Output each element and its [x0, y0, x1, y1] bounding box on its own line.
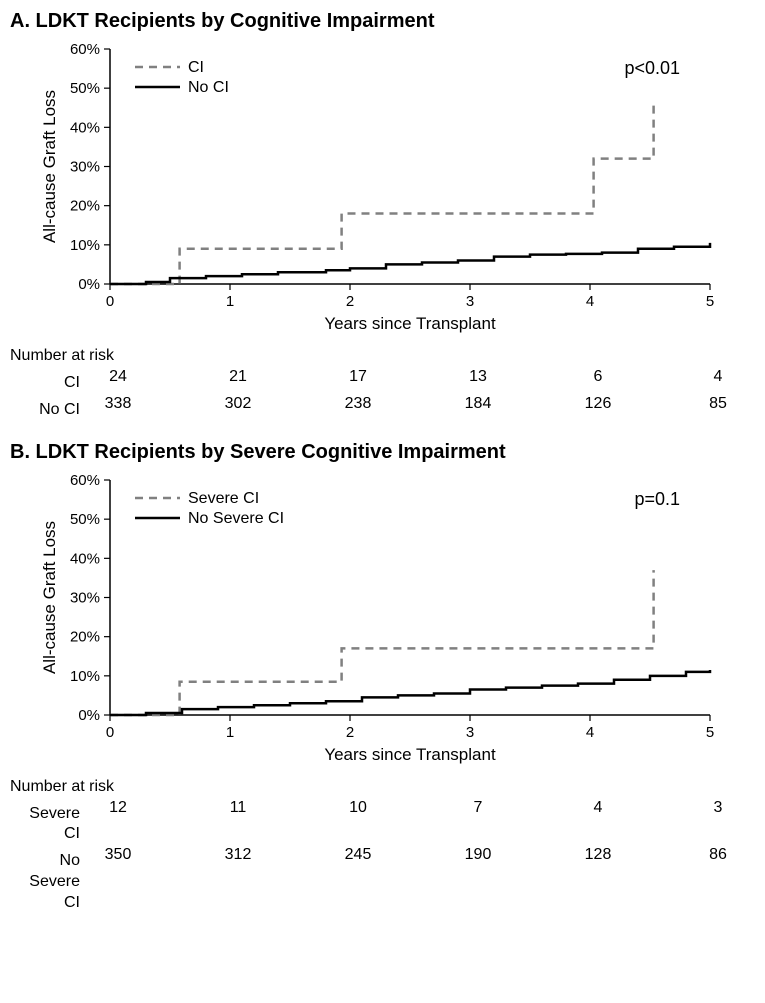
- risk-cell: 11: [213, 798, 263, 819]
- svg-text:2: 2: [346, 293, 354, 310]
- svg-text:60%: 60%: [70, 41, 100, 58]
- svg-text:20%: 20%: [70, 198, 100, 215]
- p-value: p=0.1: [634, 489, 680, 509]
- svg-text:40%: 40%: [70, 550, 100, 567]
- p-value: p<0.01: [624, 58, 680, 78]
- svg-text:0%: 0%: [78, 276, 100, 293]
- risk-cell: 4: [693, 367, 743, 388]
- risk-cell: 6: [573, 367, 623, 388]
- risk-row-label: CI: [10, 373, 88, 394]
- risk-row-label: No CI: [10, 400, 88, 421]
- svg-text:50%: 50%: [70, 511, 100, 528]
- svg-text:5: 5: [706, 293, 714, 310]
- svg-text:1: 1: [226, 724, 234, 741]
- risk-cell: 184: [453, 394, 503, 415]
- number-at-risk-table: Number at risk CI24 21 17 13 6 4 No CI338 302 238…: [10, 347, 755, 421]
- x-axis-label: Years since Transplant: [324, 745, 496, 764]
- svg-text:10%: 10%: [70, 667, 100, 684]
- panel-title: A. LDKT Recipients by Cognitive Impairme…: [10, 10, 755, 33]
- y-axis-label: All-cause Graft Loss: [40, 90, 59, 243]
- risk-row-label: Severe CI: [10, 804, 88, 846]
- svg-text:4: 4: [586, 724, 594, 741]
- risk-cell: 10: [333, 798, 383, 819]
- risk-cell: 128: [573, 845, 623, 866]
- risk-cell: 24: [93, 367, 143, 388]
- risk-cell: 21: [213, 367, 263, 388]
- svg-text:4: 4: [586, 293, 594, 310]
- svg-text:0%: 0%: [78, 707, 100, 724]
- risk-cell: 86: [693, 845, 743, 866]
- risk-row: No CI338 302 238 184 126 85: [10, 394, 755, 421]
- risk-table-title: Number at risk: [10, 347, 755, 365]
- km-curve: [110, 243, 710, 284]
- svg-text:20%: 20%: [70, 628, 100, 645]
- risk-row: CI24 21 17 13 6 4: [10, 367, 755, 394]
- svg-text:60%: 60%: [70, 472, 100, 489]
- km-chart: 0% 10% 20% 30% 40% 50% 60% 0 1 2 3 4 5 All-cause Graf…: [30, 39, 730, 339]
- number-at-risk-table: Number at risk Severe CI12 11 10 7 4 3 No Sever…: [10, 778, 755, 914]
- y-axis-label: All-cause Graft Loss: [40, 521, 59, 674]
- svg-text:50%: 50%: [70, 80, 100, 97]
- km-curve: [110, 670, 710, 715]
- risk-cell: 85: [693, 394, 743, 415]
- risk-cell: 7: [453, 798, 503, 819]
- risk-cell: 338: [93, 394, 143, 415]
- svg-text:0: 0: [106, 724, 114, 741]
- svg-text:3: 3: [466, 724, 474, 741]
- svg-text:10%: 10%: [70, 237, 100, 254]
- risk-cell: 245: [333, 845, 383, 866]
- km-chart: 0% 10% 20% 30% 40% 50% 60% 0 1 2 3 4 5 All-cause Graf…: [30, 470, 730, 770]
- chart-wrap: 0% 10% 20% 30% 40% 50% 60% 0 1 2 3 4 5 All-cause Graf…: [30, 39, 730, 339]
- svg-text:3: 3: [466, 293, 474, 310]
- km-curve: [110, 570, 654, 715]
- panel-a: A. LDKT Recipients by Cognitive Impairme…: [10, 10, 755, 421]
- risk-row: Severe CI12 11 10 7 4 3: [10, 798, 755, 846]
- risk-row-label: No Severe CI: [10, 851, 88, 913]
- svg-text:30%: 30%: [70, 589, 100, 606]
- legend-label: No CI: [188, 79, 229, 96]
- x-axis-label: Years since Transplant: [324, 314, 496, 333]
- risk-cell: 238: [333, 394, 383, 415]
- risk-cell: 312: [213, 845, 263, 866]
- risk-cell: 4: [573, 798, 623, 819]
- panel-title: B. LDKT Recipients by Severe Cognitive I…: [10, 441, 755, 464]
- svg-text:5: 5: [706, 724, 714, 741]
- legend-label: CI: [188, 59, 204, 76]
- risk-row: No Severe CI350 312 245 190 128 86: [10, 845, 755, 913]
- legend-label: Severe CI: [188, 490, 259, 507]
- svg-text:0: 0: [106, 293, 114, 310]
- km-curve: [110, 104, 654, 284]
- svg-text:40%: 40%: [70, 119, 100, 136]
- risk-cell: 302: [213, 394, 263, 415]
- risk-cell: 126: [573, 394, 623, 415]
- risk-table-title: Number at risk: [10, 778, 755, 796]
- legend-label: No Severe CI: [188, 510, 284, 527]
- svg-text:1: 1: [226, 293, 234, 310]
- risk-cell: 17: [333, 367, 383, 388]
- chart-wrap: 0% 10% 20% 30% 40% 50% 60% 0 1 2 3 4 5 All-cause Graf…: [30, 470, 730, 770]
- svg-text:2: 2: [346, 724, 354, 741]
- risk-cell: 3: [693, 798, 743, 819]
- risk-cell: 12: [93, 798, 143, 819]
- risk-cell: 190: [453, 845, 503, 866]
- risk-cell: 13: [453, 367, 503, 388]
- svg-text:30%: 30%: [70, 159, 100, 176]
- panel-b: B. LDKT Recipients by Severe Cognitive I…: [10, 441, 755, 914]
- risk-cell: 350: [93, 845, 143, 866]
